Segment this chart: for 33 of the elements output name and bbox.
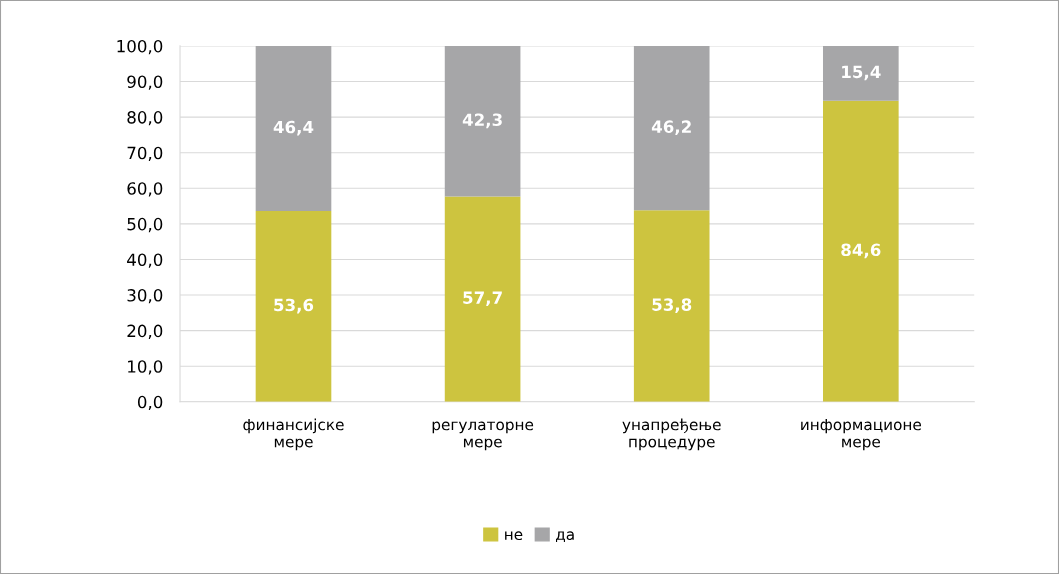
data-label: 42,3 <box>462 113 502 129</box>
bar <box>444 45 521 197</box>
y-tick-label: 100,0 <box>117 39 163 55</box>
y-tick-label: 60,0 <box>127 182 163 197</box>
y-tick-label: 50,0 <box>127 217 163 233</box>
y-tick-label: 80,0 <box>127 111 163 126</box>
x-tick-label: унапређење процедуре <box>622 418 721 451</box>
legend-label: не <box>505 531 523 541</box>
x-tick-label: информационе мере <box>801 418 921 451</box>
bar <box>633 45 710 211</box>
y-tick-label: 40,0 <box>127 253 163 268</box>
bar <box>255 211 332 402</box>
y-tick-label: 70,0 <box>127 146 163 161</box>
data-label: 15,4 <box>842 65 881 81</box>
data-label: 53,8 <box>652 298 692 314</box>
y-tick-label: 10,0 <box>128 360 163 375</box>
data-label: 57,7 <box>463 291 502 307</box>
y-tick-label: 0,0 <box>137 395 163 411</box>
legend-label: да <box>556 531 574 542</box>
data-label: 46,4 <box>273 120 314 136</box>
y-tick-label: 90,0 <box>127 75 163 90</box>
bar <box>633 210 710 402</box>
y-tick-label: 20,0 <box>127 324 163 339</box>
data-label: 84,6 <box>841 243 881 259</box>
data-label: 53,6 <box>274 298 314 314</box>
bar <box>255 45 332 212</box>
bar <box>822 100 899 402</box>
x-tick-label: финансијске мере <box>243 418 344 451</box>
bar <box>444 196 521 402</box>
x-tick-label: регулаторне мере <box>432 421 534 451</box>
bar <box>822 45 899 101</box>
y-tick-label: 30,0 <box>127 289 163 304</box>
data-label: 46,2 <box>651 120 691 136</box>
